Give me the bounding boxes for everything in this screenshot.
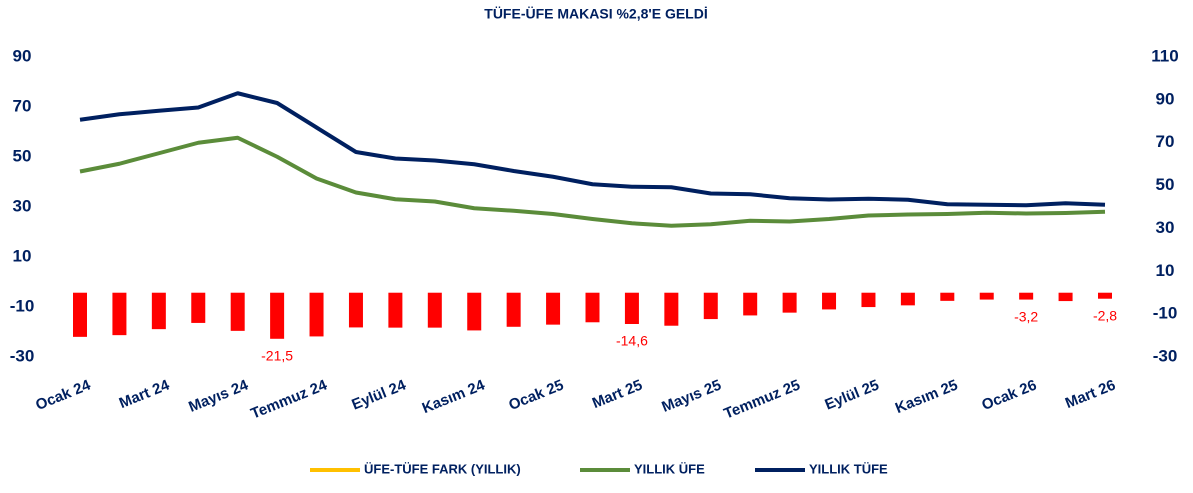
y-tick-label: 30 [13,196,32,215]
bar [624,292,639,324]
x-tick-label: Mayıs 24 [186,376,251,415]
legend-label: YILLIK ÜFE [634,461,705,476]
x-tick-label: Kasım 24 [420,376,488,417]
y2-tick-label: 110 [1151,46,1178,65]
y2-tick-label: 90 [1156,89,1175,108]
y-tick-label: 10 [13,246,32,265]
bar [703,292,718,320]
x-tick-label: Eylül 25 [823,377,882,414]
bar [270,292,285,339]
line [79,91,1106,208]
bar [388,292,403,328]
legend-label: YILLIK TÜFE [809,461,888,476]
y2-tick-label: -30 [1153,346,1178,365]
x-tick-label: Eylül 24 [349,376,409,413]
y2-tick-label: 30 [1156,218,1175,237]
bar [506,292,521,327]
x-tick-label: Mayıs 25 [659,377,723,416]
y2-tick-label: 70 [1156,132,1175,151]
x-tick-label: Ocak 25 [506,377,566,414]
bar [191,292,206,323]
bar [1058,292,1073,302]
y-tick-label: -30 [10,346,35,365]
line [79,135,1106,228]
bar [230,292,245,331]
y2-tick-label: 10 [1156,261,1175,280]
bar [585,292,600,323]
data-label: -3,2 [1014,308,1038,324]
y-tick-label: 90 [13,46,32,65]
x-tick-label: Kasım 25 [893,377,960,417]
bar [348,292,363,328]
x-tick-label: Temmuz 25 [722,377,803,423]
bar [546,292,561,325]
bar [900,292,915,306]
bar [940,292,955,301]
bar [151,292,166,330]
bar [782,292,797,313]
y-tick-label: 70 [13,96,32,115]
x-tick-label: Ocak 24 [33,376,93,414]
x-tick-label: Mart 26 [1063,377,1118,412]
chart-title: TÜFE-ÜFE MAKASI %2,8'E GELDİ [484,6,707,22]
bar [822,292,837,310]
bar [743,292,758,316]
bar [427,292,442,328]
data-label: -21,5 [261,347,293,363]
x-tick-label: Mart 25 [590,377,645,412]
x-tick-label: Ocak 26 [979,377,1039,414]
bar [979,292,994,300]
x-tick-label: Temmuz 24 [248,376,330,422]
bar [309,292,324,337]
y2-tick-label: 50 [1156,175,1175,194]
data-label: -2,8 [1093,307,1117,323]
legend-label: ÜFE-TÜFE FARK (YILLIK) [364,461,521,476]
bar [73,292,87,337]
bar [1098,292,1112,299]
y2-tick-label: -10 [1153,304,1178,323]
bar [664,292,679,326]
bar [112,292,127,336]
y-tick-label: -10 [10,296,35,315]
data-label: -14,6 [616,333,648,349]
bar [861,292,876,308]
bar [1019,292,1034,300]
x-tick-label: Mart 24 [117,376,173,412]
bar [467,292,482,331]
y-tick-label: 50 [13,146,32,165]
